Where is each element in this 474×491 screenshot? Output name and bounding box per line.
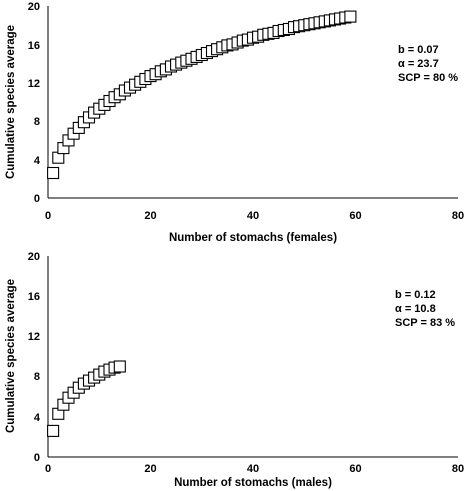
y-tick-label: 0 <box>34 193 40 205</box>
y-axis-label: Cumulative species average <box>5 279 17 433</box>
x-tick-label: 40 <box>247 463 259 475</box>
y-tick-label: 20 <box>28 1 40 13</box>
x-tick-label: 40 <box>247 210 259 222</box>
annotation-alpha-value: α = 23.7 <box>398 58 439 70</box>
x-tick-label: 0 <box>45 210 51 222</box>
annotation-b-value: b = 0.07 <box>398 44 439 56</box>
data-point <box>47 424 60 437</box>
x-tick-label: 80 <box>452 210 464 222</box>
annotation-alpha-value: α = 10.8 <box>395 303 436 315</box>
y-tick-label: 8 <box>34 371 40 383</box>
data-point <box>344 10 357 23</box>
x-tick-label: 0 <box>45 463 51 475</box>
y-tick-label: 4 <box>34 155 41 167</box>
female-chart-canvas: 0 4 8 12 16 20 0 20 40 60 80 Number of s… <box>5 1 464 244</box>
x-axis-label: Number of stomachs (males) <box>174 477 332 489</box>
data-point <box>47 166 60 180</box>
y-tick-label: 0 <box>34 452 40 464</box>
male-chart-canvas: 0 4 8 12 16 20 0 20 40 60 80 Number of s… <box>5 251 464 489</box>
annotation-scp-value: SCP = 83 % <box>395 317 455 329</box>
x-tick-labels: 0 20 40 60 80 <box>45 210 464 222</box>
male-stomachs-chart: 0 4 8 12 16 20 0 20 40 60 80 Number of s… <box>0 246 474 491</box>
y-tick-label: 12 <box>28 331 40 343</box>
female-stomachs-chart: 0 4 8 12 16 20 0 20 40 60 80 Number of s… <box>5 1 464 244</box>
y-tick-label: 8 <box>34 116 40 128</box>
x-tick-label: 60 <box>349 210 361 222</box>
annotation-b-value: b = 0.12 <box>395 289 436 301</box>
x-tick-labels: 0 20 40 60 80 <box>45 463 464 475</box>
x-axis-label: Number of stomachs (females) <box>169 232 337 244</box>
fit-annotation: b = 0.07 α = 23.7 SCP = 80 % <box>398 44 458 84</box>
x-tick-label: 20 <box>144 463 156 475</box>
data-markers <box>47 10 357 180</box>
data-markers <box>47 360 126 437</box>
fit-annotation: b = 0.12 α = 10.8 SCP = 83 % <box>395 289 455 329</box>
data-point <box>113 360 126 373</box>
annotation-scp-value: SCP = 80 % <box>398 72 458 84</box>
x-tick-label: 80 <box>452 463 464 475</box>
y-tick-labels: 0 4 8 12 16 20 <box>28 1 41 205</box>
y-tick-labels: 0 4 8 12 16 20 <box>28 251 41 464</box>
y-tick-label: 4 <box>34 412 41 424</box>
x-tick-label: 20 <box>144 210 156 222</box>
y-tick-label: 16 <box>28 40 40 52</box>
y-tick-label: 20 <box>28 251 40 263</box>
y-tick-label: 12 <box>28 78 40 90</box>
y-axis-label: Cumulative species average <box>5 25 17 179</box>
x-tick-label: 60 <box>349 463 361 475</box>
y-tick-label: 16 <box>28 291 40 303</box>
